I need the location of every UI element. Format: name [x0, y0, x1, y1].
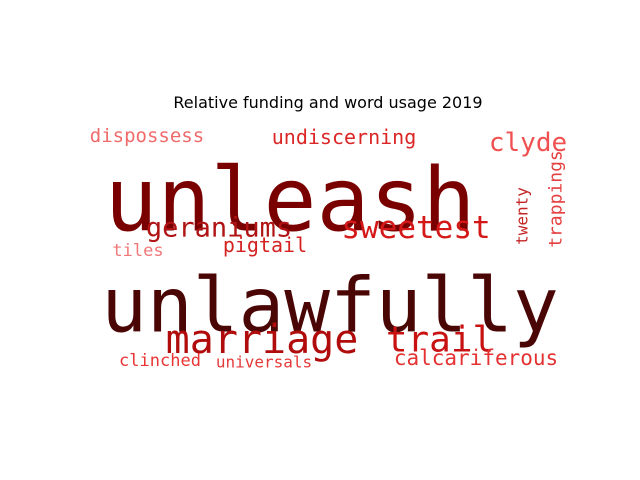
word-clyde: clyde — [489, 128, 567, 158]
word-marriage: marriage — [166, 317, 359, 363]
word-sweetest: sweetest — [341, 210, 490, 246]
word-twenty: twenty — [513, 187, 532, 245]
word-trappings: trappings — [546, 150, 567, 248]
word-tiles: tiles — [112, 241, 163, 261]
word-geraniums: geraniums — [146, 213, 292, 244]
word-universals: universals — [216, 353, 312, 372]
word-unleash: unleash — [105, 149, 476, 252]
word-clinched: clinched — [119, 351, 201, 371]
chart-title: Relative funding and word usage 2019 — [173, 93, 483, 112]
word-unlawfully: unlawfully — [101, 261, 559, 350]
word-pigtail: pigtail — [223, 233, 307, 257]
word-undiscerning: undiscerning — [272, 125, 417, 149]
word-trail: trail — [386, 320, 494, 361]
word-dispossess: dispossess — [90, 125, 204, 147]
word-calcariferous: calcariferous — [394, 346, 558, 370]
